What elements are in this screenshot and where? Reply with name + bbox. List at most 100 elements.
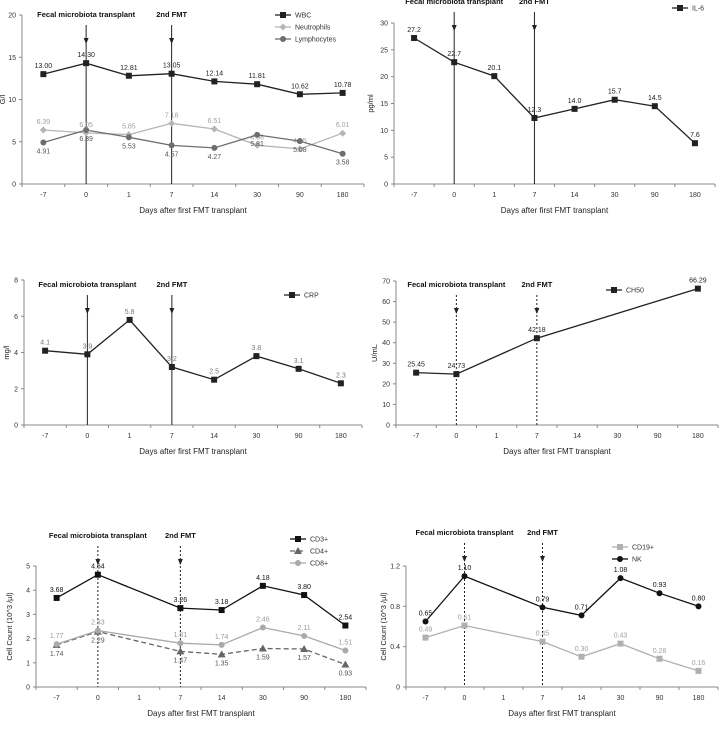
y-tick-label: 1 [26,660,30,667]
y-tick-label: 20 [382,381,390,388]
series-crp: 4.1 3.9 5.8 3.2 2.5 3.8 3.1 2.3 [40,309,346,387]
data-label: 2.46 [256,616,270,623]
data-label: 1.47 [174,657,188,664]
legend-swatch-marker [294,547,302,554]
x-tick-label: -7 [411,192,417,199]
data-point [413,369,420,376]
data-label: 2.33 [91,620,105,627]
data-label: 3.58 [336,160,350,167]
data-point [94,571,101,578]
transplant-arrowhead [462,556,467,562]
transplant-arrowhead [83,38,89,44]
y-tick-label: 10 [382,402,390,409]
series-line [43,62,343,95]
series-line [43,129,343,155]
data-point [259,624,266,631]
legend: CD19+ NK [612,544,654,564]
data-point [253,353,260,360]
transplant-arrowhead [84,308,90,314]
y-tick-label: 5 [26,564,30,571]
data-label: 0.30 [575,646,589,653]
data-label: 15.7 [608,89,622,96]
data-point [40,139,47,146]
legend: CD3+ CD4+ CD8+ [290,536,328,568]
data-point [461,573,468,580]
series-line [45,319,342,384]
data-point [295,365,302,372]
data-point [254,81,261,88]
data-point [211,144,218,151]
data-label: 66.29 [689,278,707,285]
chart-panel-wbc: 0 5 10 15 20 -7 0 1 7 14 30 90 180 Days after first F… [0,10,365,215]
legend-swatch-marker [611,287,617,293]
x-tick-label: 180 [335,433,347,440]
y-tick-label: 10 [380,128,388,135]
y-tick-label: 5 [384,155,388,162]
data-point [342,647,349,654]
x-axis-label: Days after first FMT transplant [147,709,255,718]
series-nk: 0.65 1.10 0.79 0.71 1.08 0.93 0.80 [419,565,706,625]
data-point [94,627,101,634]
data-point [339,89,346,96]
fmt2-annotation-label: 2nd FMT [527,528,558,537]
y-tick-label: 0 [12,182,16,189]
series-line [43,122,343,150]
data-label: 7.6 [690,132,700,139]
data-label: 4.27 [208,154,222,161]
y-tick-label: 70 [382,279,390,286]
data-label: 4.1 [40,340,50,347]
data-point [253,141,261,149]
data-label: 0.16 [692,660,706,667]
transplant-arrowhead [531,25,537,31]
data-label: 1.08 [614,567,628,574]
legend-swatch-marker [617,544,623,550]
fmt2-annotation-label: 2nd FMT [165,531,196,540]
series-line [416,287,699,375]
data-label: 5.8 [125,309,135,316]
data-label: 1.57 [297,655,311,662]
data-point [451,59,458,66]
legend: IL-6 [672,5,704,13]
data-point [695,603,702,610]
data-point [42,347,49,354]
data-point [533,335,540,342]
data-point [422,618,429,625]
data-label: 13.05 [163,63,181,70]
data-label: 6.05 [79,122,93,129]
data-label: 6.51 [208,118,222,125]
y-tick-label: 0 [14,423,18,430]
y-tick-label: 0 [26,685,30,692]
data-point [296,145,304,153]
data-label: 22.7 [447,51,461,58]
data-point [656,655,663,662]
data-label: 0.43 [614,633,628,640]
data-label: 10.62 [291,83,309,90]
data-label: 0.80 [692,595,706,602]
data-label: 6.39 [37,119,51,126]
x-tick-label: 90 [651,192,659,199]
x-tick-label: 7 [532,192,536,199]
data-label: 12.14 [206,70,224,77]
transplant-arrowhead [453,308,459,314]
data-label: 2.3 [336,372,346,379]
data-point [539,638,546,645]
data-label: 10.78 [334,82,352,89]
chart-panel-tcells: 0 1 2 3 4 5 -7 0 1 7 14 30 90 180 Days after first FMT… [5,531,367,718]
y-tick-label: 15 [8,55,16,62]
x-tick-label: -7 [413,433,419,440]
y-tick-label: 40 [382,340,390,347]
data-point [341,660,350,668]
legend-swatch-marker [295,536,301,542]
data-point [301,592,308,599]
x-tick-label: 14 [210,433,218,440]
x-tick-label: 0 [454,433,458,440]
data-point [168,119,176,127]
x-tick-label: 30 [252,433,260,440]
transplant-arrowhead [451,25,457,31]
x-tick-label: 90 [656,695,664,702]
data-point [301,632,308,639]
y-tick-label: 3 [26,612,30,619]
x-tick-label: 0 [452,192,456,199]
data-point [339,150,346,157]
